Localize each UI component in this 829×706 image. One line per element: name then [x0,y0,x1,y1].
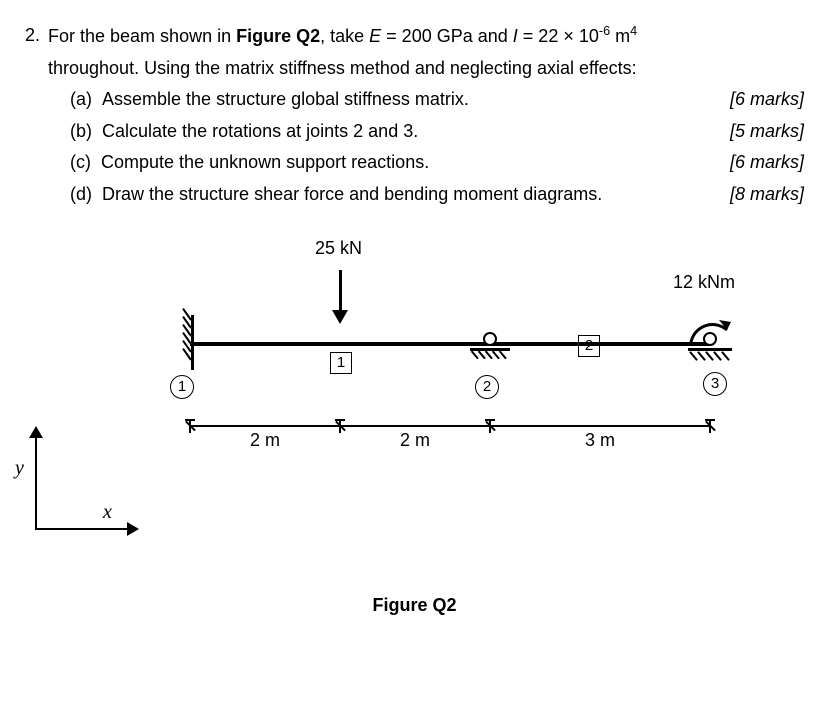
point-load-arrow-icon [332,270,348,324]
dim-2: 2 m [400,430,430,451]
element-label-2: 2 [578,335,600,357]
dim-1: 2 m [250,430,280,451]
problem-number: 2. [25,20,48,53]
node-label-1: 1 [170,375,194,399]
part-d: (d) Draw the structure shear force and b… [25,179,804,211]
intro-line2: throughout. Using the matrix stiffness m… [25,53,804,85]
y-axis-label: y [15,457,24,480]
beam-line [190,342,710,346]
part-a: (a) Assemble the structure global stiffn… [25,84,804,116]
figure-caption: Figure Q2 [25,595,804,616]
load-label: 25 kN [315,238,362,259]
fig-ref: Figure Q2 [236,26,320,46]
node-label-2: 2 [475,375,499,399]
figure-q2: 25 kN 12 kNm 1 [25,220,804,590]
element-label-1: 1 [330,352,352,374]
fixed-support-icon [183,315,194,370]
intro-text: For the beam shown in [48,26,236,46]
pin-support-icon [688,332,732,361]
part-c: (c) Compute the unknown support reaction… [25,147,804,179]
node-label-3: 3 [703,372,727,396]
problem-statement: 2. For the beam shown in Figure Q2, take… [25,20,804,210]
dim-3: 3 m [585,430,615,451]
part-b: (b) Calculate the rotations at joints 2 … [25,116,804,148]
roller-support-icon [470,332,510,359]
dimension-line [190,425,710,427]
x-axis-label: x [103,501,112,524]
moment-label: 12 kNm [673,272,735,293]
